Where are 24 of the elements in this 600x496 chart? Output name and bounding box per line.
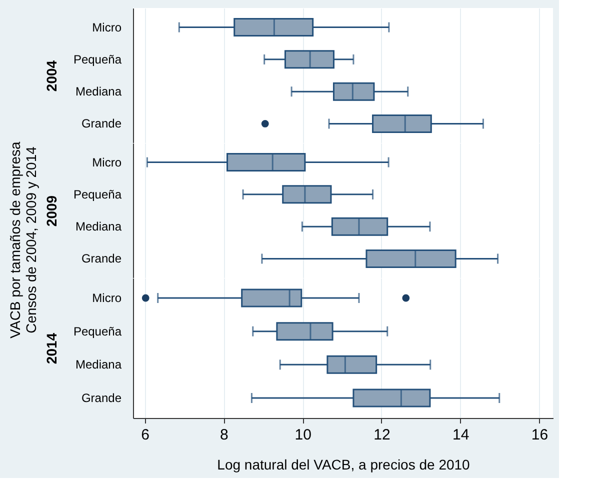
y-tick-label: Pequeña <box>73 324 122 338</box>
text: Censos de 2004, 2009 y 2014 <box>22 146 39 334</box>
x-tick-label: 8 <box>220 426 228 444</box>
y-axis-title: 2004 <box>43 60 60 92</box>
y-tick-label: Micro <box>92 155 122 170</box>
x-tick-label: 14 <box>452 426 470 444</box>
y-axis-title: 2009 <box>43 195 60 227</box>
y-tick-label: Grande <box>81 116 122 131</box>
y-axis-title: 2014 <box>43 332 60 364</box>
y-tick-label: Micro <box>92 20 122 34</box>
y-tick-label: Pequeña <box>73 187 122 202</box>
y-tick-label: Mediana <box>75 84 122 99</box>
y-tick-label: Mediana <box>75 358 122 372</box>
y-tick-label: Grande <box>81 252 122 266</box>
x-tick-label: 12 <box>374 426 390 444</box>
y-tick-label: Mediana <box>75 220 122 234</box>
x-tick-label: 10 <box>294 426 312 444</box>
y-tick-label: Grande <box>81 391 122 405</box>
x-tick-label: 16 <box>531 426 548 444</box>
x-axis-title: Log natural del VACB, a precios de 2010 <box>217 456 470 472</box>
x-tick-label: 6 <box>141 426 150 444</box>
y-tick-label: Pequeña <box>73 52 122 66</box>
text: VACB por tamaños de empresa <box>6 141 23 338</box>
y-tick-label: Micro <box>92 291 122 305</box>
